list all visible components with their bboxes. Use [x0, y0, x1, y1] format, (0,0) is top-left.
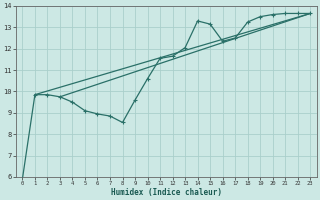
X-axis label: Humidex (Indice chaleur): Humidex (Indice chaleur) [111, 188, 222, 197]
